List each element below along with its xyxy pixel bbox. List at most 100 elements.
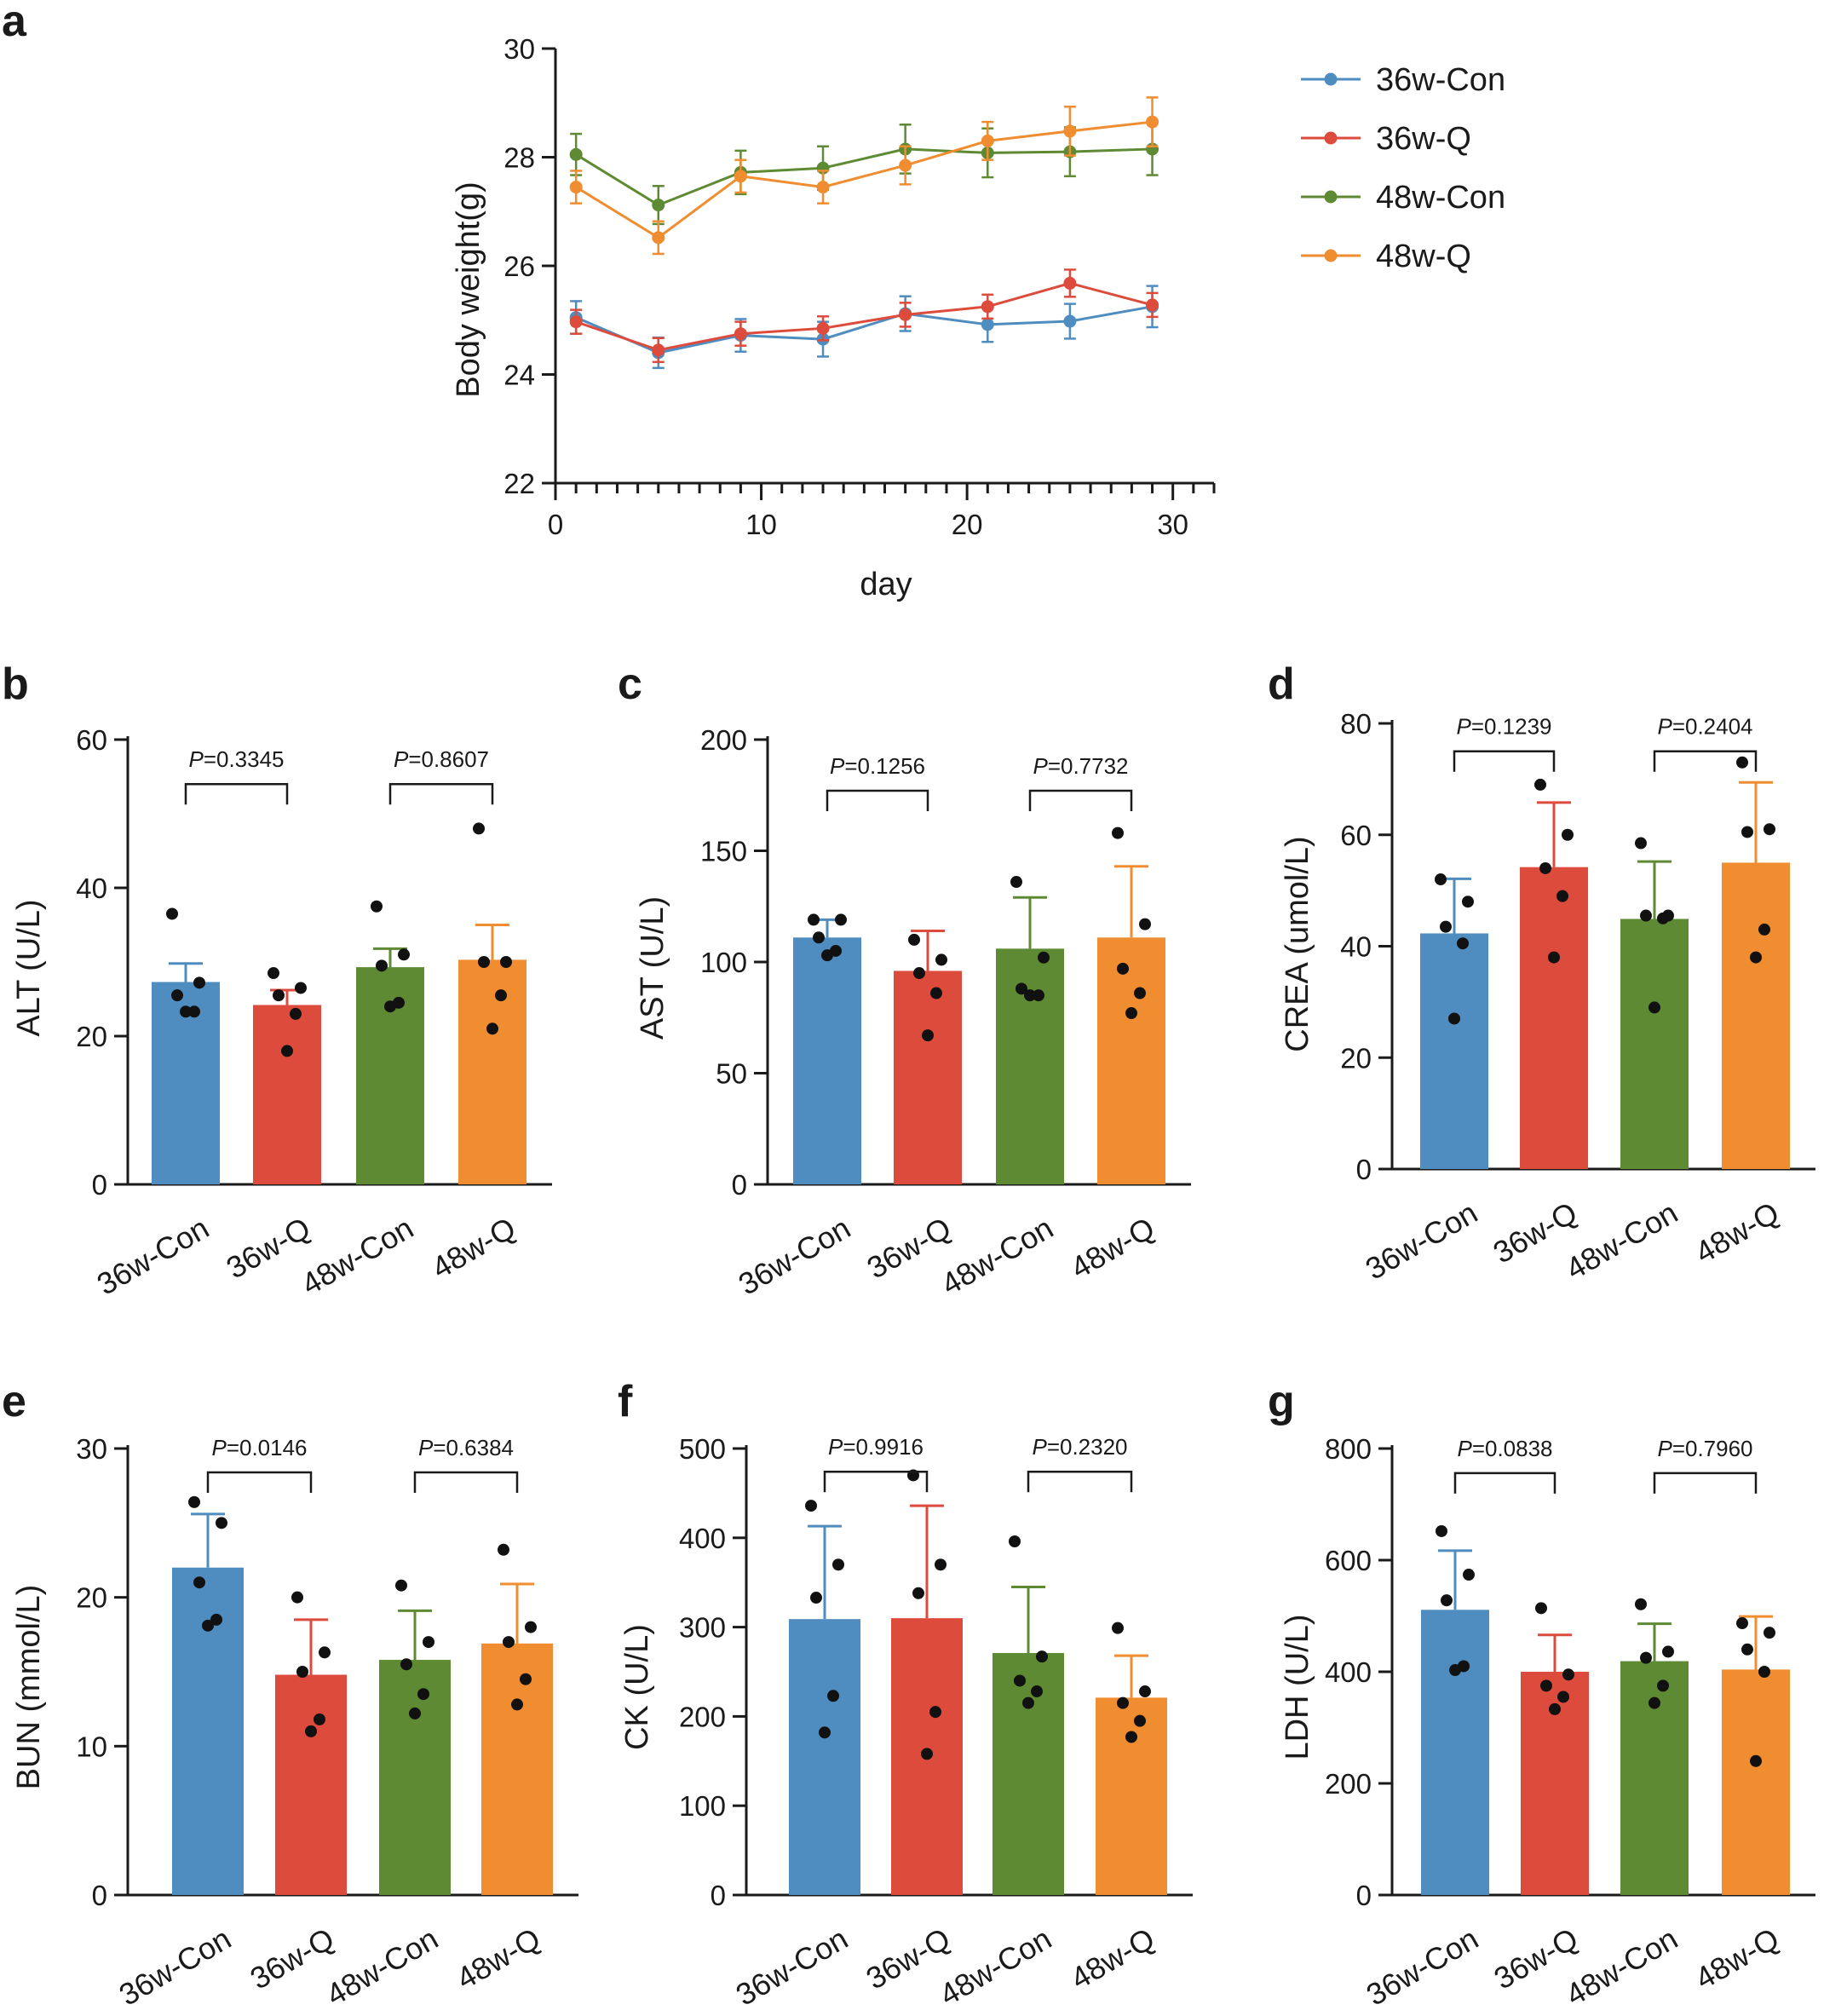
x-tick-label: 10: [745, 509, 777, 540]
p-value: =0.7960: [1672, 1436, 1753, 1461]
legend-marker: [1324, 72, 1338, 86]
bar-group-36w-Con: [789, 1500, 860, 1895]
bar-group-36w-Con: [152, 907, 220, 1184]
data-point: [813, 931, 825, 944]
x-tick-label: 48w-Con: [296, 1210, 419, 1302]
bar: [275, 1674, 347, 1895]
data-point: [1112, 827, 1124, 839]
axes: 0 10 20 30: [76, 1433, 578, 1911]
p-symbol: P: [830, 753, 845, 779]
data-point: [816, 321, 830, 335]
data-point: [922, 1029, 934, 1042]
y-tick-label: 800: [1325, 1433, 1372, 1465]
bar: [1722, 862, 1790, 1169]
bracket-line: [1453, 1472, 1556, 1494]
bar-group-48w-Q: [1722, 756, 1790, 1169]
bracket-line: [388, 782, 494, 805]
data-point: [295, 982, 307, 994]
p-value: =0.1239: [1471, 714, 1552, 740]
y-tick-label: 200: [700, 724, 747, 756]
data-point: [569, 181, 583, 194]
x-tick-label: 0: [548, 509, 563, 540]
significance-bracket: P=0.2320: [1027, 1434, 1133, 1493]
y-tick-label: 0: [1356, 1154, 1372, 1185]
bracket-line: [823, 1471, 929, 1493]
data-point: [810, 1592, 822, 1604]
p-value: =0.2404: [1672, 714, 1753, 740]
bar: [993, 1652, 1064, 1895]
x-tick-label: 48w-Q: [1065, 1921, 1160, 1996]
y-axis-label: LDH (U/L): [1280, 1614, 1315, 1760]
data-point: [371, 900, 383, 913]
bracket-line: [826, 789, 929, 812]
data-point: [395, 1579, 407, 1592]
significance-bracket: P=0.0146: [206, 1435, 313, 1493]
y-tick-label: 400: [679, 1523, 726, 1554]
legend-marker: [1324, 249, 1338, 262]
p-value-label: P=0.2320: [1032, 1434, 1127, 1460]
legend-item: 36w-Q: [1301, 121, 1471, 157]
data-point: [202, 1619, 214, 1632]
bar-group-36w-Q: [1520, 778, 1588, 1169]
series-line: [575, 120, 1153, 239]
p-value-label: P=0.1239: [1456, 714, 1551, 740]
bracket-line: [1653, 750, 1758, 772]
data-point: [500, 956, 512, 968]
y-axis-label: CK (U/L): [619, 1624, 655, 1750]
x-tick-label: 48w-Q: [451, 1921, 546, 1996]
data-point: [188, 1495, 200, 1508]
x-tick-label: 48w-Con: [935, 1210, 1059, 1302]
data-point: [180, 1005, 192, 1018]
y-tick-label: 22: [503, 468, 535, 499]
data-point: [1139, 1685, 1151, 1698]
panel-letter-d: d: [1268, 660, 1295, 709]
bar-group-36w-Con: [793, 913, 861, 1184]
bar: [356, 967, 424, 1184]
data-point: [291, 1591, 303, 1604]
y-tick-label: 0: [92, 1169, 107, 1201]
data-point: [1462, 896, 1474, 908]
data-point: [1640, 909, 1652, 922]
bar-group-48w-Q: [1722, 1615, 1790, 1895]
p-value: =0.2320: [1047, 1434, 1128, 1460]
p-value-label: P=0.0838: [1457, 1436, 1552, 1461]
x-tick-label: 48w-Q: [1689, 1195, 1785, 1270]
data-point: [503, 1636, 515, 1649]
bar-group-36w-Con: [1420, 873, 1488, 1169]
data-point: [1758, 1666, 1770, 1678]
bar: [253, 1005, 321, 1184]
y-axis-label: CREA (umol/L): [1280, 836, 1315, 1051]
significance-bracket: P=0.2404: [1653, 714, 1758, 772]
data-point: [652, 199, 665, 212]
data-point: [376, 959, 388, 972]
axes: 22 24 26 28 30 0 10 20 30: [503, 33, 1216, 540]
panel-letter-f: f: [618, 1377, 633, 1426]
y-tick-label: 100: [700, 947, 747, 978]
data-point: [1112, 1621, 1124, 1634]
p-value-label: P=0.3345: [188, 746, 284, 772]
data-point: [652, 231, 665, 245]
bar-group-36w-Q: [1521, 1602, 1589, 1895]
data-point: [1117, 1696, 1129, 1709]
data-point: [281, 1045, 293, 1057]
p-value: =0.3345: [204, 746, 285, 772]
data-point: [569, 147, 583, 161]
data-point: [1117, 962, 1129, 975]
data-point: [1125, 1007, 1137, 1020]
legend-item: 36w-Con: [1301, 62, 1505, 98]
legend-marker: [1324, 190, 1338, 204]
data-point: [1441, 1594, 1453, 1607]
series-line: [575, 305, 1153, 354]
p-value-label: P=0.6384: [418, 1435, 514, 1460]
p-value: =0.8607: [408, 746, 489, 772]
data-point: [1435, 873, 1447, 886]
series-line: [575, 281, 1153, 352]
p-value: =0.0146: [227, 1435, 308, 1460]
p-value: =0.9916: [843, 1434, 924, 1460]
bracket-line: [413, 1471, 519, 1493]
series-48w-Q: [569, 96, 1159, 256]
bar-group-36w-Q: [894, 929, 962, 1184]
p-symbol: P: [1032, 1434, 1047, 1460]
bar-group-36w-Con: [172, 1495, 244, 1895]
